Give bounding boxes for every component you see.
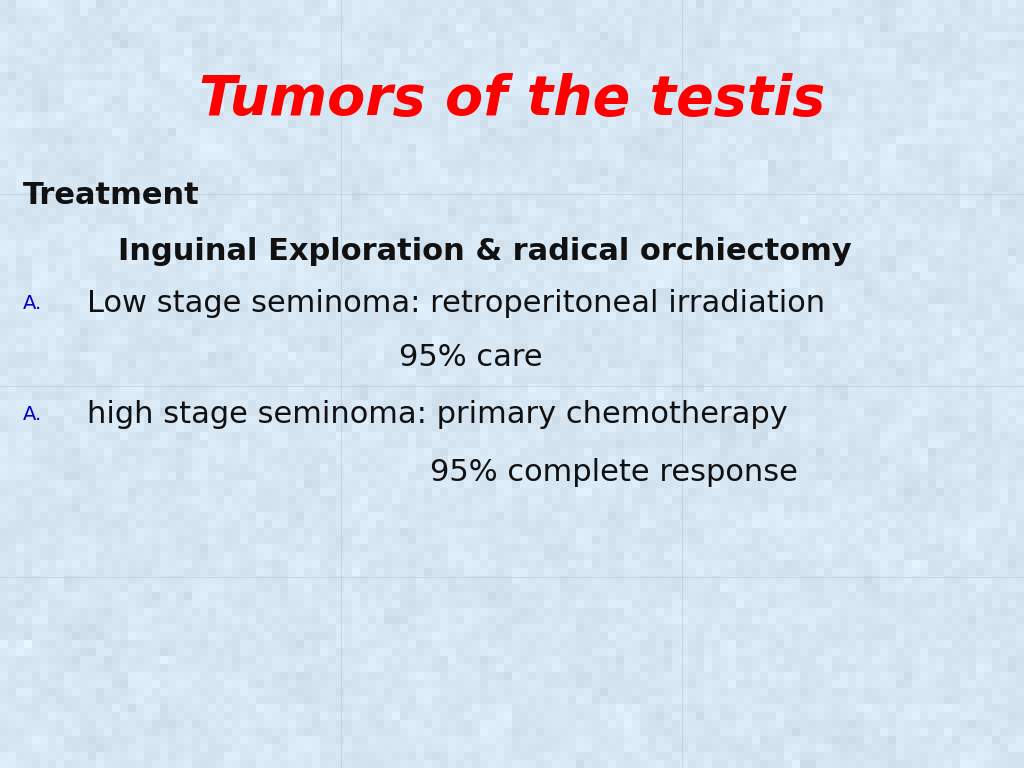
Text: Inguinal Exploration & radical orchiectomy: Inguinal Exploration & radical orchiecto… bbox=[118, 237, 852, 266]
Text: 95% care: 95% care bbox=[399, 343, 543, 372]
Text: 95% complete response: 95% complete response bbox=[430, 458, 799, 487]
Text: high stage seminoma: primary chemotherapy: high stage seminoma: primary chemotherap… bbox=[87, 400, 787, 429]
Text: Tumors of the testis: Tumors of the testis bbox=[199, 73, 825, 127]
Text: A.: A. bbox=[23, 406, 42, 424]
Text: A.: A. bbox=[23, 294, 42, 313]
Text: Treatment: Treatment bbox=[23, 181, 200, 210]
Text: Low stage seminoma: retroperitoneal irradiation: Low stage seminoma: retroperitoneal irra… bbox=[87, 289, 825, 318]
